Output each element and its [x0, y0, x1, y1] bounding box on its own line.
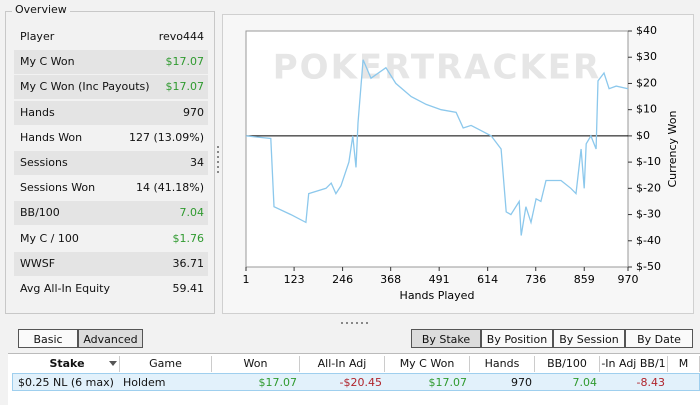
- overview-label: Player: [20, 30, 55, 43]
- chart-panel: POKERTRACKER $40 $30 $20 $10 $0 $-10 $-20 $-30 $-…: [222, 14, 694, 314]
- overview-row: Player revo444: [14, 25, 208, 49]
- table-cell: 7.04: [572, 376, 598, 389]
- overview-label: BB/100: [20, 206, 60, 220]
- y-tick-label: $30: [636, 50, 657, 63]
- overview-label: Sessions Won: [20, 181, 96, 195]
- splitter-dot: [217, 166, 219, 168]
- splitter-dot: [361, 322, 363, 324]
- overview-row: Hands Won 127 (13.09%): [14, 126, 208, 150]
- overview-label: Hands Won: [20, 130, 83, 144]
- overview-label: Hands: [20, 105, 55, 119]
- y-tick-label: $40: [636, 24, 657, 37]
- x-tick-label: 859: [574, 273, 595, 286]
- sort-arrow[interactable]: [109, 361, 117, 367]
- splitter-dot: [217, 171, 219, 173]
- view-tab[interactable]: Advanced: [78, 329, 143, 348]
- splitter-dot: [341, 322, 343, 324]
- x-tick-label: 123: [284, 273, 305, 286]
- table-cell: $17.07: [258, 376, 298, 389]
- overview-label: Avg All-In Equity: [20, 282, 110, 295]
- overview-row: BB/100 7.04: [14, 201, 208, 226]
- column-header[interactable]: All-In Adj: [300, 356, 385, 372]
- watermark: POKERTRACKER: [273, 48, 601, 88]
- overview-label: Sessions: [20, 156, 68, 169]
- overview-row: Sessions 34: [14, 151, 208, 175]
- splitter-dot: [356, 322, 358, 324]
- table-cell: $17.07: [428, 376, 468, 389]
- overview-row: Avg All-In Equity 59.41: [14, 277, 208, 301]
- y-tick-label: $-10: [636, 155, 661, 168]
- column-header[interactable]: Game: [120, 356, 212, 372]
- group-tab[interactable]: By Position: [481, 329, 553, 348]
- y-tick-label: $-20: [636, 181, 661, 194]
- overview-value: 127 (13.09%): [128, 130, 204, 144]
- chart: POKERTRACKER $40 $30 $20 $10 $0 $-10 $-20 $-30 $-…: [243, 24, 680, 302]
- overview-value: 36.71: [172, 256, 205, 270]
- splitter-dot: [351, 322, 353, 324]
- y-tick-label: $-30: [636, 208, 661, 221]
- group-tab[interactable]: By Date: [625, 329, 693, 348]
- overview-label: WWSF: [20, 256, 56, 270]
- overview-value: 34: [190, 156, 204, 169]
- overview-label: My C Won (Inc Payouts): [20, 80, 150, 94]
- table-cell: $0.25 NL (6 max): [18, 376, 114, 389]
- splitter-dot: [217, 156, 219, 158]
- overview-panel: [5, 11, 215, 314]
- x-tick-label: 736: [525, 273, 546, 286]
- view-tab[interactable]: Basic: [18, 329, 78, 348]
- overview-label: My C Won: [20, 55, 75, 69]
- plot-area: [245, 30, 629, 268]
- line-series: [245, 59, 629, 236]
- overview-row: Hands 970: [14, 100, 208, 125]
- splitter-dot: [217, 146, 219, 148]
- overview-title: Overview: [12, 3, 70, 16]
- x-tick-label: 246: [332, 273, 353, 286]
- splitter-dot: [217, 161, 219, 163]
- y-tick-label: $0: [636, 129, 650, 142]
- splitter-dot: [346, 322, 348, 324]
- overview-row: Sessions Won 14 (41.18%): [14, 176, 208, 200]
- overview-label: My C / 100: [20, 231, 79, 245]
- overview-value: 59.41: [172, 282, 205, 295]
- y-tick-label: $-50: [636, 260, 661, 273]
- y-tick-label: $10: [636, 103, 657, 116]
- column-header[interactable]: Stake: [15, 356, 120, 372]
- group-tab[interactable]: By Stake: [411, 329, 481, 348]
- overview-row: My C Won $17.07: [14, 50, 208, 75]
- overview-value: $17.07: [165, 55, 205, 69]
- overview-value: $1.76: [172, 231, 205, 245]
- y-axis-label: Currency Won: [666, 110, 679, 187]
- y-tick-label: $-40: [636, 234, 661, 247]
- overview-value: 7.04: [179, 206, 205, 220]
- column-header[interactable]: -In Adj BB/1: [600, 356, 668, 372]
- group-tab[interactable]: By Session: [553, 329, 625, 348]
- x-tick-label: 1: [243, 273, 250, 286]
- column-header[interactable]: My C Won: [385, 356, 470, 372]
- column-header[interactable]: Hands: [470, 356, 535, 372]
- y-tick-label: $20: [636, 76, 657, 89]
- overview-value: 14 (41.18%): [135, 181, 204, 195]
- overview-value: $17.07: [165, 80, 205, 94]
- overview-row: My C Won (Inc Payouts) $17.07: [14, 75, 208, 100]
- column-header[interactable]: BB/100: [535, 356, 600, 372]
- x-tick-label: 614: [477, 273, 498, 286]
- splitter-dot: [217, 151, 219, 153]
- table-cell: 970: [511, 376, 532, 389]
- table-cell: -$20.45: [339, 376, 382, 389]
- x-tick-label: 368: [380, 273, 401, 286]
- x-axis-label: Hands Played: [400, 289, 475, 302]
- overview-row: WWSF 36.71: [14, 251, 208, 276]
- column-header[interactable]: Won: [212, 356, 300, 372]
- table-cell: Holdem: [123, 376, 166, 389]
- overview-row: My C / 100 $1.76: [14, 227, 208, 251]
- column-header[interactable]: M: [668, 356, 700, 372]
- overview-value: revo444: [158, 30, 204, 43]
- x-tick-label: 491: [429, 273, 450, 286]
- overview-value: 970: [183, 105, 204, 119]
- x-tick-label: 970: [618, 273, 639, 286]
- splitter-dot: [366, 322, 368, 324]
- table-cell: -8.43: [636, 376, 665, 389]
